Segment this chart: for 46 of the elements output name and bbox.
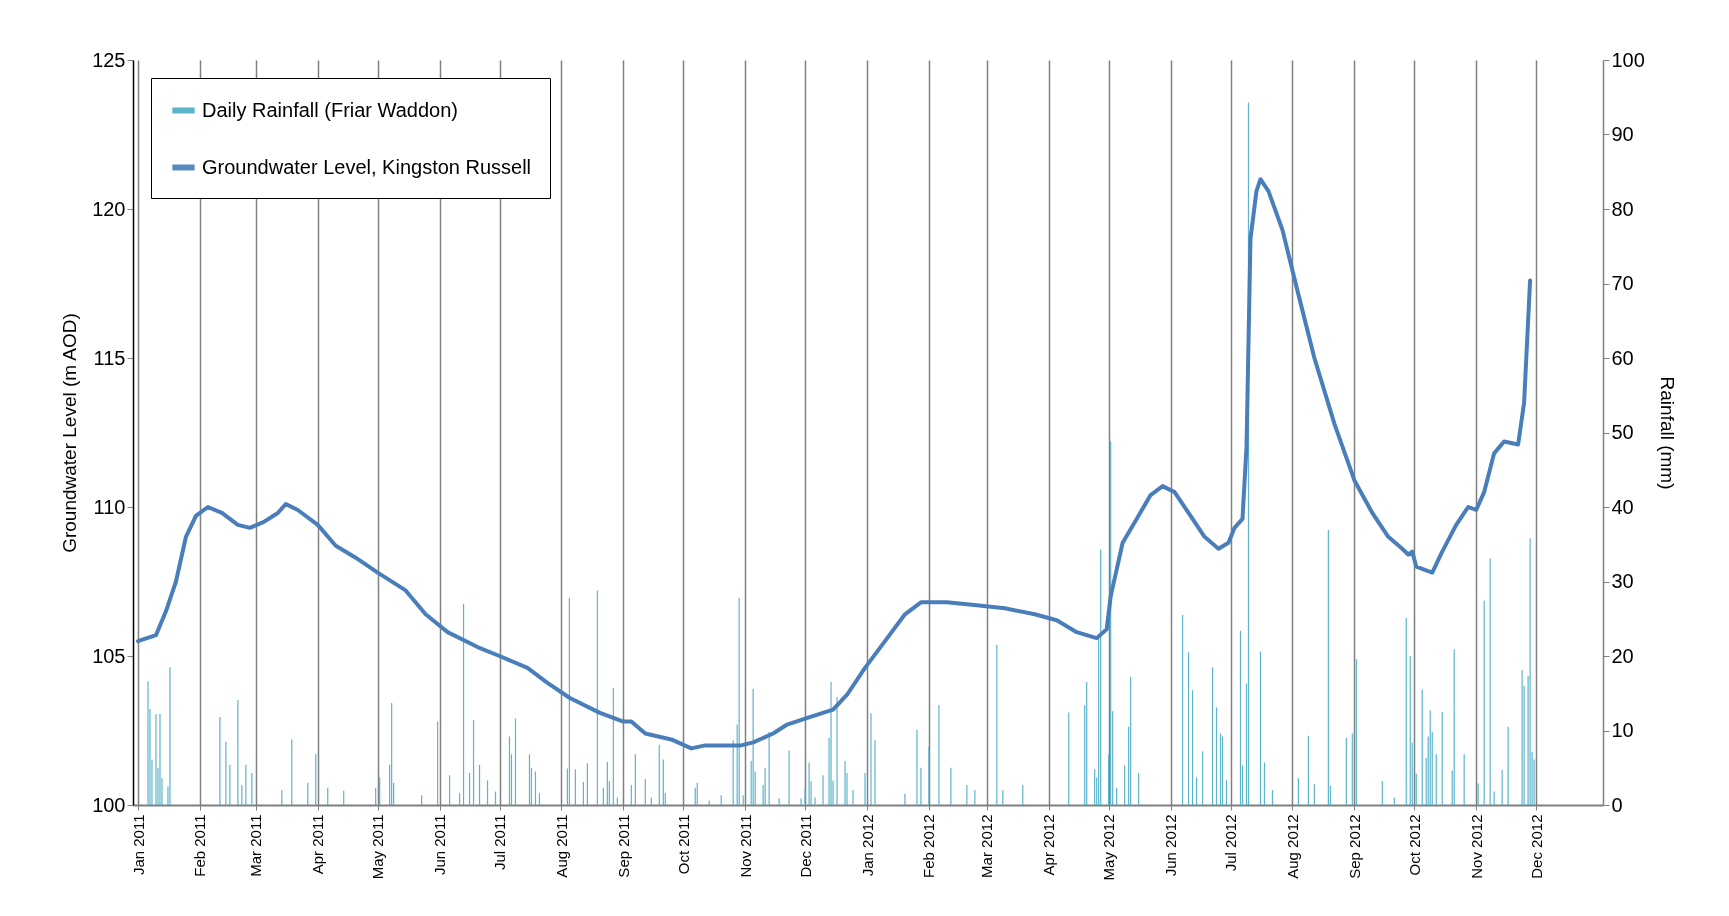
y-tick-label: 110 xyxy=(93,495,126,518)
y2-tick-label: 50 xyxy=(1611,421,1634,443)
x-tick-label: Jun 2012 xyxy=(1162,814,1180,877)
x-tick-label: May 2011 xyxy=(369,814,387,880)
y2-tick-label: 10 xyxy=(1611,719,1634,741)
y-axis-title: Groundwater Level (m AOD) xyxy=(59,313,81,553)
x-tick-label: Sep 2012 xyxy=(1345,814,1363,879)
x-tick-label: Jan 2012 xyxy=(858,814,876,877)
x-tick-label: Jul 2011 xyxy=(491,814,508,871)
x-tick-label: Jun 2011 xyxy=(431,814,449,876)
y2-tick-label: 30 xyxy=(1611,570,1634,592)
y2-tick-label: 60 xyxy=(1611,346,1634,369)
x-tick-label: Feb 2012 xyxy=(920,814,938,878)
y2-tick-label: 0 xyxy=(1611,793,1623,816)
x-tick-label: Jul 2012 xyxy=(1222,814,1239,872)
x-tick-label: Aug 2012 xyxy=(1283,814,1301,879)
x-tick-label: Aug 2011 xyxy=(552,814,570,878)
y-tick-label: 120 xyxy=(92,197,126,220)
x-tick-label: Mar 2011 xyxy=(247,814,265,877)
x-tick-label: Nov 2011 xyxy=(736,814,754,878)
x-tick-label: Dec 2012 xyxy=(1527,814,1545,879)
legend-label: Daily Rainfall (Friar Waddon) xyxy=(202,98,458,121)
x-tick-label: Apr 2012 xyxy=(1040,814,1058,876)
y2-tick-label: 80 xyxy=(1611,197,1634,220)
x-tick-label: Nov 2012 xyxy=(1467,814,1485,879)
x-tick-label: Oct 2012 xyxy=(1405,814,1423,876)
line-series xyxy=(136,177,1533,751)
y-tick-label: 100 xyxy=(92,793,126,816)
x-tick-label: Feb 2011 xyxy=(191,814,209,877)
y2-axis-title: Rainfall (mm) xyxy=(1656,376,1678,490)
y2-tick-label: 100 xyxy=(1611,48,1645,71)
x-tick-label: Jan 2011 xyxy=(129,814,147,876)
x-tick-label: Mar 2012 xyxy=(978,814,996,878)
legend-label: Groundwater Level, Kingston Russell xyxy=(202,155,532,178)
x-tick-label: Oct 2011 xyxy=(674,814,692,875)
y2-tick-label: 90 xyxy=(1611,123,1634,145)
y2-tick-label: 40 xyxy=(1611,495,1634,518)
x-tick-label: Dec 2011 xyxy=(796,814,814,878)
y-tick-label: 105 xyxy=(92,644,126,667)
y-tick-label: 115 xyxy=(93,346,126,369)
x-tick-label: May 2012 xyxy=(1100,814,1118,881)
y-tick-label: 125 xyxy=(92,48,126,71)
x-tick-label: Apr 2011 xyxy=(309,814,327,875)
y2-tick-label: 20 xyxy=(1611,644,1634,667)
x-tick-label: Sep 2011 xyxy=(614,814,632,878)
y2-tick-label: 70 xyxy=(1611,272,1634,294)
